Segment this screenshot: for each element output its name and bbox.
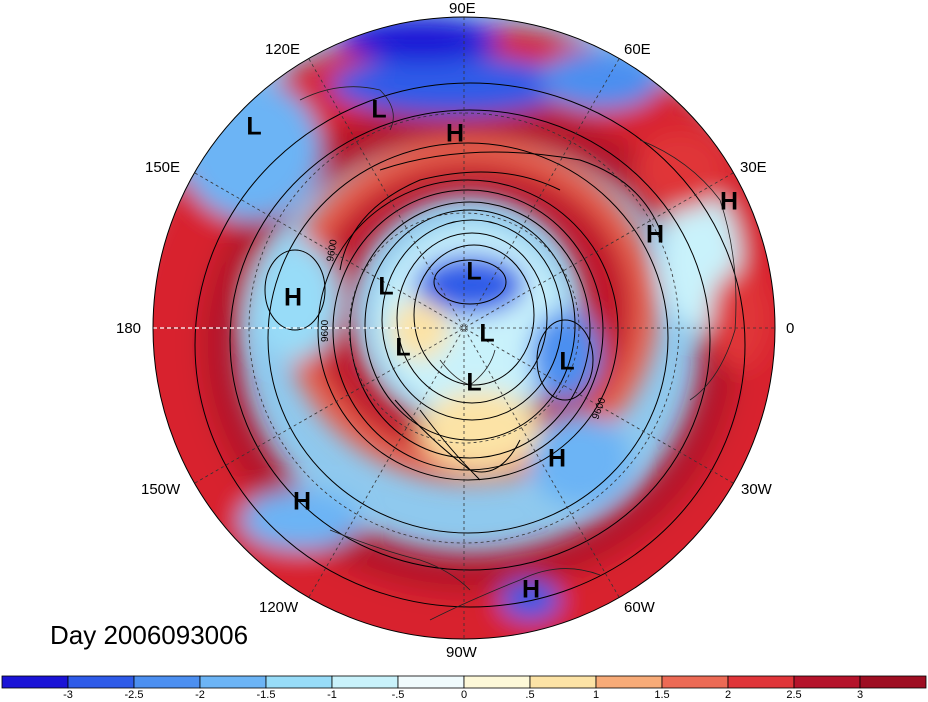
colorbar-swatch [1, 675, 69, 689]
colorbar-swatch [727, 675, 795, 689]
lon-label-120e: 120E [265, 41, 301, 58]
lon-label-0: 0 [786, 320, 795, 337]
colorbar-swatch [859, 675, 927, 689]
pressure-center-low: L [395, 333, 411, 362]
pressure-center-low: L [466, 257, 482, 286]
colorbar-tick-label: -1 [327, 689, 337, 701]
pressure-center-high: H [521, 575, 541, 604]
pressure-center-low: L [378, 272, 394, 301]
pressure-center-high: H [547, 444, 567, 473]
pressure-center-low: L [371, 95, 387, 124]
colorbar-tick-label: 2 [724, 689, 732, 701]
colorbar-swatch [397, 675, 465, 689]
colorbar-swatch [67, 675, 135, 689]
colorbar-tick-label: .5 [525, 689, 535, 701]
lon-label-90e: 90E [449, 0, 476, 17]
anomaly-field [153, 17, 775, 639]
colorbar-tick-label: 3 [856, 689, 864, 701]
pressure-center-low: L [479, 319, 495, 348]
colorbar-swatch [265, 675, 333, 689]
pressure-center-low: L [246, 112, 262, 141]
day-title: Day 2006093006 [50, 620, 249, 650]
lon-label-150e: 150E [145, 159, 181, 176]
pressure-center-high: H [292, 487, 312, 516]
contour-label: 9600 [320, 319, 331, 342]
lon-label-60e: 60E [624, 41, 651, 58]
pressure-center-high: H [719, 187, 739, 216]
colorbar-tick-label: -.5 [391, 689, 405, 701]
coastlines [299, 86, 737, 621]
colorbar-tick-label: 1 [592, 689, 600, 701]
pressure-center-high: H [445, 119, 465, 148]
colorbar-swatch [463, 675, 531, 689]
colorbar-tick-label: 2.5 [786, 689, 802, 701]
colorbar-tick-label: 0 [460, 689, 468, 701]
lon-label-120w: 120W [259, 599, 299, 616]
colorbar-swatch [133, 675, 201, 689]
height-contours [194, 82, 746, 608]
pressure-center-high: H [645, 220, 665, 249]
colorbar-tick-label: -1.5 [256, 689, 276, 701]
colorbar-swatch [529, 675, 597, 689]
colorbar-swatch [595, 675, 663, 689]
pressure-center-low: L [466, 368, 482, 397]
colorbar-tick-label: -3 [63, 689, 73, 701]
colorbar-tick-label: 1.5 [654, 689, 670, 701]
colorbar-tick-label: -2.5 [124, 689, 144, 701]
contour-label: 9600 [325, 238, 340, 262]
colorbar-swatch [331, 675, 399, 689]
pressure-center-high: H [283, 283, 303, 312]
pressure-center-low: L [559, 347, 575, 376]
lon-label-90w: 90W [446, 644, 477, 661]
colorbar-tick-label: -2 [195, 689, 205, 701]
colorbar-swatch [199, 675, 267, 689]
lon-label-60w: 60W [624, 599, 655, 616]
lon-label-180: 180 [116, 320, 142, 337]
colorbar-swatch [793, 675, 861, 689]
colorbar [1, 675, 927, 689]
colorbar-swatch [661, 675, 729, 689]
lon-label-30w: 30W [741, 481, 772, 498]
lon-label-150w: 150W [141, 481, 181, 498]
lon-label-30e: 30E [740, 159, 767, 176]
